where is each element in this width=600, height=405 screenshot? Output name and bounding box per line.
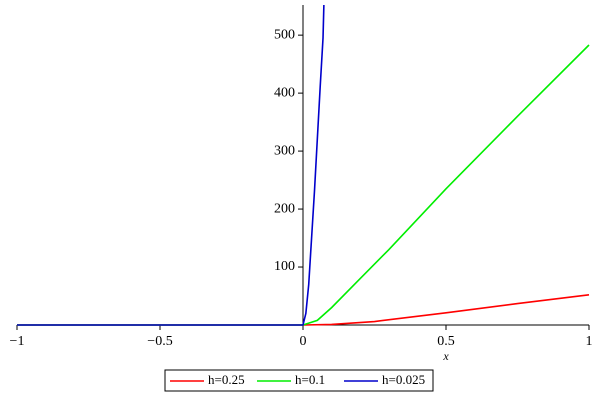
y-tick-label: 100: [274, 259, 295, 274]
x-tick-label: 1: [586, 334, 593, 349]
y-tick-label: 200: [274, 201, 295, 216]
legend-label: h=0.25: [208, 372, 245, 387]
x-tick-label: 0.5: [437, 334, 455, 349]
x-tick-label: −0.5: [147, 334, 172, 349]
legend-label: h=0.025: [382, 372, 425, 387]
line-series: [17, 44, 590, 326]
legend-label: h=0.1: [295, 372, 325, 387]
y-tick-label: 300: [274, 143, 295, 158]
line-series: [17, 5, 325, 326]
y-tick-label: 500: [274, 27, 295, 42]
y-tick-label: 400: [274, 85, 295, 100]
x-axis-label: x: [442, 349, 449, 363]
x-tick-label: −1: [10, 334, 25, 349]
x-tick-label: 0: [300, 334, 307, 349]
plot-area: [17, 5, 590, 326]
legend-box: [164, 369, 434, 392]
